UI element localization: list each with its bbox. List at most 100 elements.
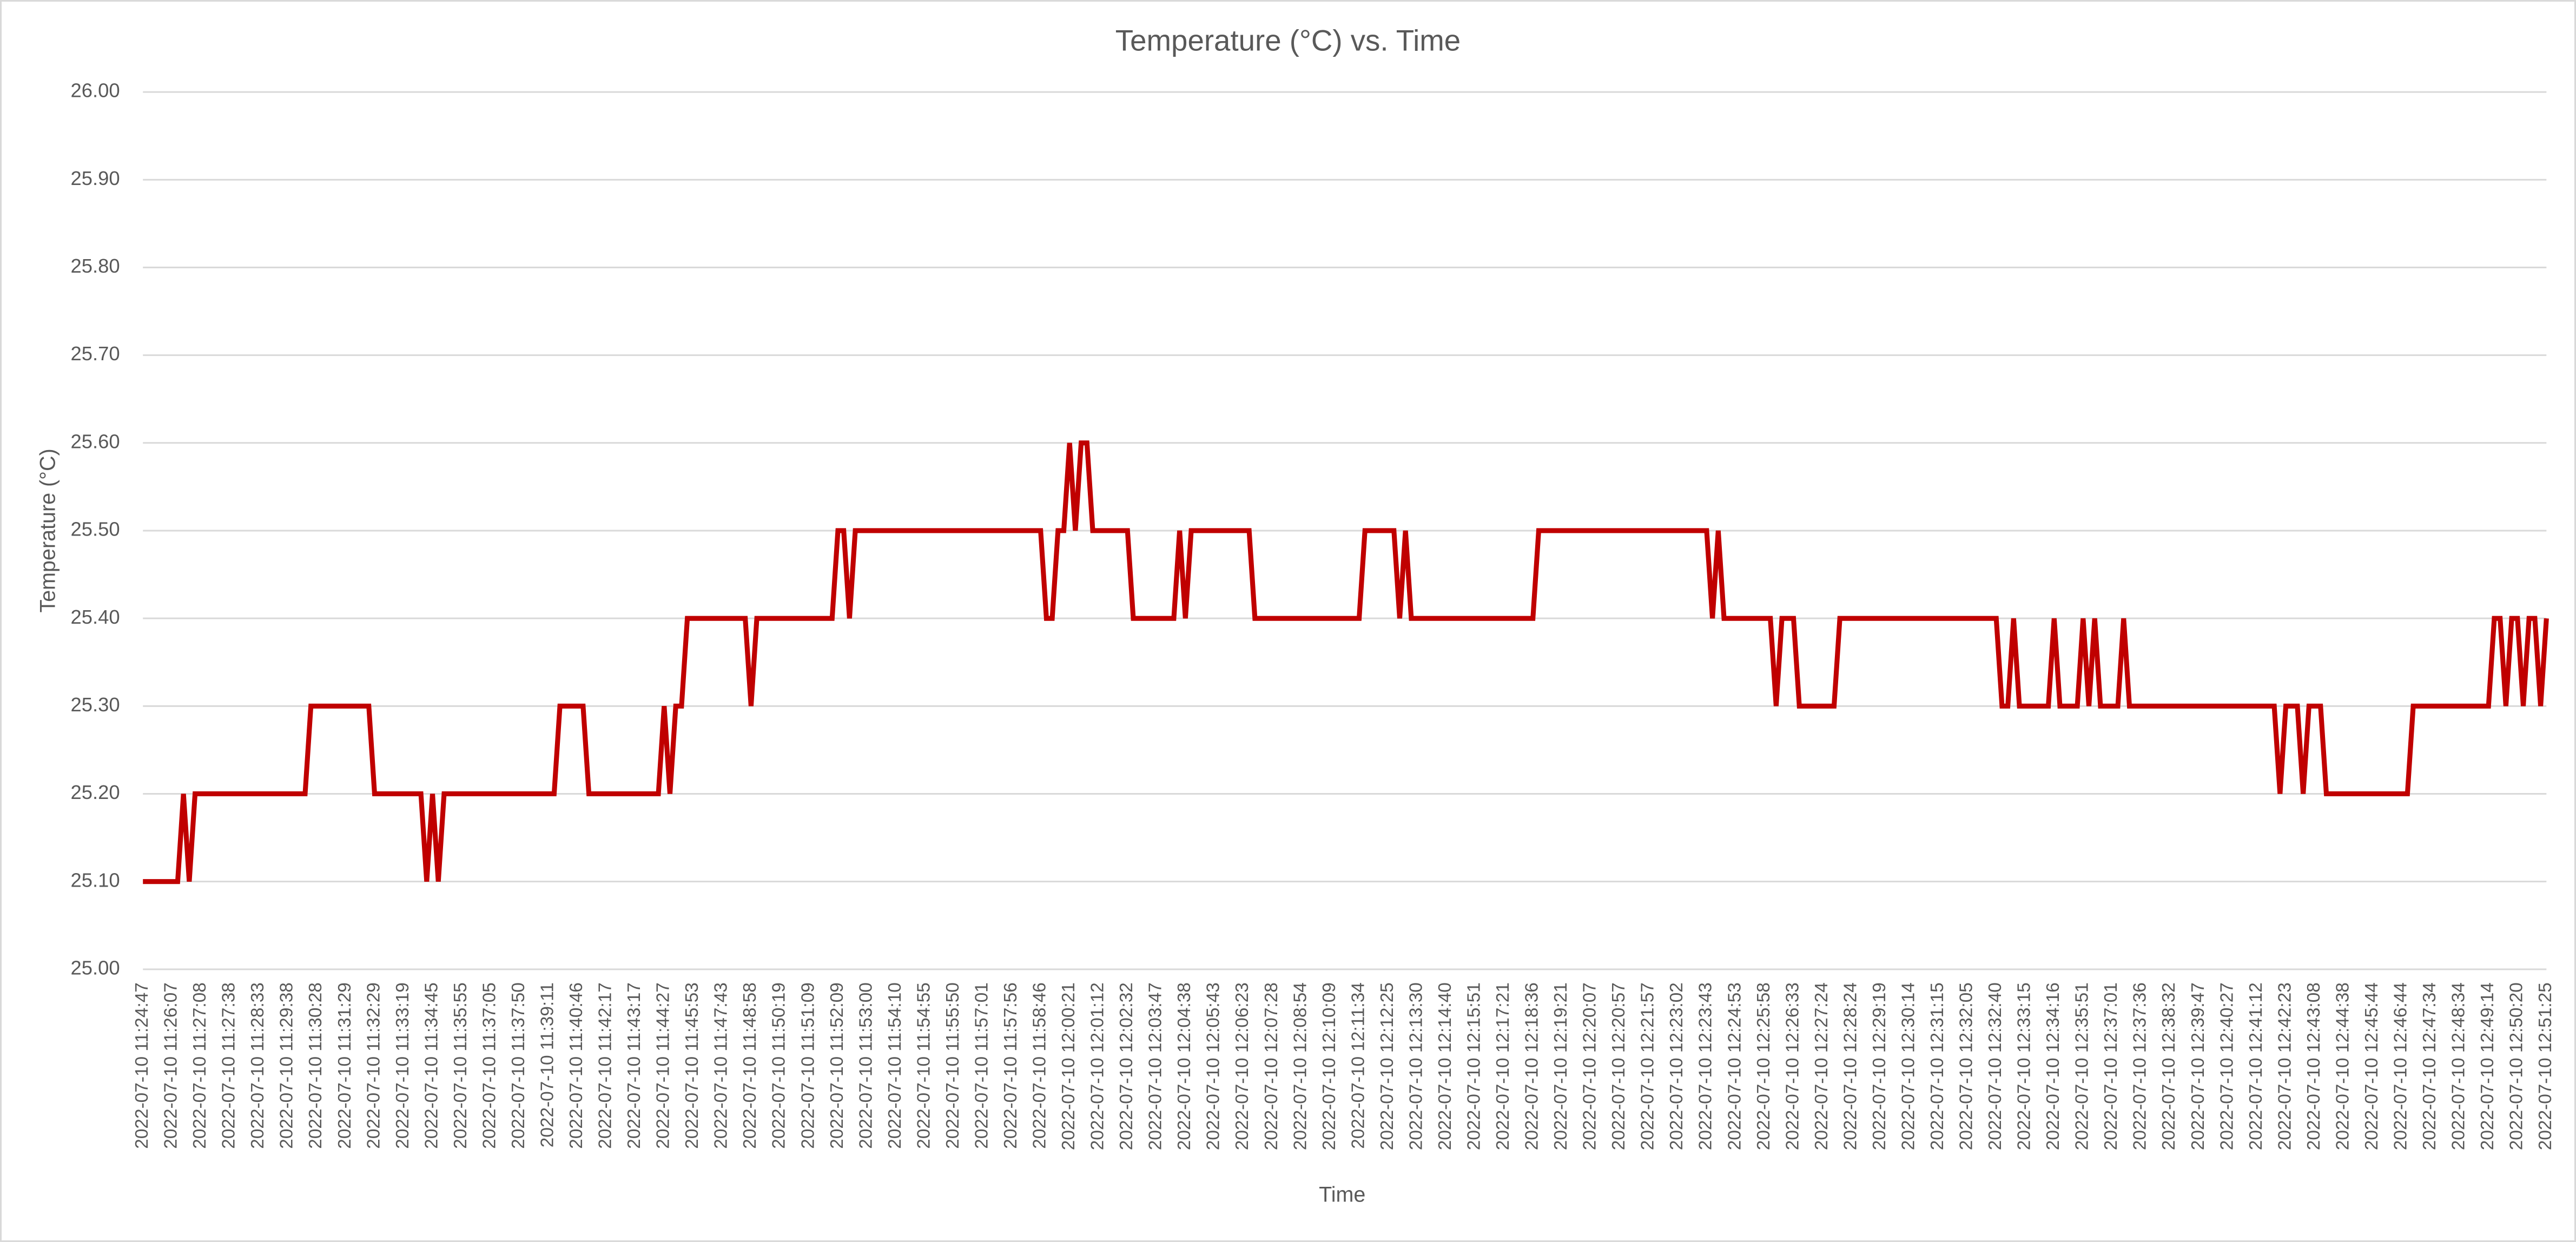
x-tick-label: 2022-07-10 12:03:47 (1146, 982, 1166, 1150)
x-tick-label: 2022-07-10 11:30:28 (306, 982, 326, 1149)
x-tick-label: 2022-07-10 11:44:27 (653, 982, 673, 1149)
x-tick-label: 2022-07-10 12:23:02 (1667, 982, 1687, 1150)
x-tick-label: 2022-07-10 12:27:24 (1812, 982, 1832, 1150)
x-tick-label: 2022-07-10 11:53:00 (856, 982, 876, 1149)
x-tick-label: 2022-07-10 11:32:29 (364, 982, 384, 1149)
x-axis-title: Time (1319, 1182, 1365, 1206)
x-tick-label: 2022-07-10 12:46:44 (2391, 982, 2411, 1150)
x-tick-label: 2022-07-10 11:54:55 (914, 982, 934, 1149)
x-tick-label: 2022-07-10 11:50:19 (769, 982, 789, 1149)
y-tick-label: 25.80 (71, 255, 120, 277)
x-tick-label: 2022-07-10 12:50:20 (2507, 982, 2527, 1150)
x-tick-label: 2022-07-10 11:40:46 (566, 982, 586, 1149)
x-tick-label: 2022-07-10 11:37:05 (479, 982, 499, 1149)
x-tick-label: 2022-07-10 11:58:46 (1030, 982, 1050, 1149)
x-tick-label: 2022-07-10 12:35:51 (2072, 982, 2092, 1150)
x-tick-label: 2022-07-10 11:37:50 (508, 982, 529, 1149)
x-tick-label: 2022-07-10 11:27:08 (190, 982, 210, 1149)
x-tick-label: 2022-07-10 11:27:38 (219, 982, 239, 1149)
x-tick-label: 2022-07-10 11:31:29 (335, 982, 355, 1149)
x-tick-label: 2022-07-10 12:38:32 (2159, 982, 2179, 1150)
y-tick-label: 25.40 (71, 606, 120, 628)
y-tick-label: 25.60 (71, 430, 120, 452)
x-tick-label: 2022-07-10 12:07:28 (1261, 982, 1282, 1150)
x-tick-label: 2022-07-10 12:23:43 (1696, 982, 1716, 1150)
x-tick-label: 2022-07-10 12:47:34 (2420, 982, 2440, 1150)
x-tick-label: 2022-07-10 11:28:33 (248, 982, 268, 1149)
x-tick-label: 2022-07-10 12:04:38 (1174, 982, 1194, 1150)
x-tick-label: 2022-07-10 12:28:24 (1840, 982, 1860, 1150)
x-tick-label: 2022-07-10 11:29:38 (277, 982, 297, 1149)
x-tick-label: 2022-07-10 12:10:09 (1319, 982, 1339, 1150)
y-tick-label: 25.90 (71, 167, 120, 189)
x-tick-label: 2022-07-10 12:11:34 (1348, 982, 1368, 1149)
x-tick-label: 2022-07-10 12:31:15 (1927, 982, 1947, 1150)
x-tick-label: 2022-07-10 12:20:57 (1609, 982, 1629, 1150)
x-tick-label: 2022-07-10 12:13:30 (1406, 982, 1426, 1150)
x-tick-label: 2022-07-10 11:43:17 (624, 982, 644, 1149)
x-tick-label: 2022-07-10 12:20:07 (1580, 982, 1600, 1150)
x-tick-label: 2022-07-10 12:14:40 (1435, 982, 1455, 1150)
x-tick-label: 2022-07-10 11:24:47 (132, 982, 152, 1149)
y-tick-label: 25.50 (71, 518, 120, 540)
x-tick-label: 2022-07-10 12:15:51 (1464, 982, 1484, 1150)
x-tick-label: 2022-07-10 12:48:34 (2449, 982, 2469, 1150)
x-tick-label: 2022-07-10 12:30:14 (1898, 982, 1918, 1150)
x-tick-label: 2022-07-10 12:41:12 (2246, 982, 2266, 1150)
y-tick-label: 26.00 (71, 80, 120, 102)
x-tick-label: 2022-07-10 11:57:01 (972, 982, 992, 1149)
x-tick-label: 2022-07-10 12:06:23 (1232, 982, 1252, 1150)
x-tick-label: 2022-07-10 12:42:23 (2275, 982, 2295, 1150)
x-tick-label: 2022-07-10 12:00:21 (1059, 982, 1079, 1150)
x-tick-label: 2022-07-10 12:44:38 (2333, 982, 2353, 1150)
x-tick-label: 2022-07-10 12:29:19 (1870, 982, 1890, 1150)
x-tick-label: 2022-07-10 12:02:32 (1117, 982, 1137, 1150)
x-tick-label: 2022-07-10 12:19:21 (1551, 982, 1571, 1150)
x-tick-label: 2022-07-10 12:25:58 (1754, 982, 1774, 1150)
x-tick-label: 2022-07-10 12:39:47 (2188, 982, 2208, 1150)
y-tick-label: 25.00 (71, 956, 120, 979)
data-line (143, 440, 2549, 884)
x-tick-label: 2022-07-10 12:45:44 (2362, 982, 2382, 1150)
x-tick-label: 2022-07-10 12:49:14 (2478, 982, 2498, 1150)
y-axis-title: Temperature (°C) (36, 448, 60, 612)
x-tick-label: 2022-07-10 12:37:36 (2130, 982, 2150, 1150)
x-tick-label: 2022-07-10 11:35:55 (451, 982, 471, 1149)
y-tick-label: 25.20 (71, 781, 120, 803)
x-tick-label: 2022-07-10 12:34:16 (2043, 982, 2063, 1150)
x-tick-label: 2022-07-10 12:32:40 (1985, 982, 2005, 1150)
x-tick-label: 2022-07-10 12:40:27 (2217, 982, 2237, 1150)
x-tick-label: 2022-07-10 11:55:50 (943, 982, 963, 1149)
x-tick-label: 2022-07-10 12:51:25 (2535, 982, 2555, 1150)
x-tick-label: 2022-07-10 11:39:11 (537, 982, 557, 1147)
y-tick-label: 25.70 (71, 342, 120, 365)
x-tick-label: 2022-07-10 11:47:43 (711, 982, 731, 1149)
x-tick-label: 2022-07-10 12:21:57 (1638, 982, 1658, 1150)
x-tick-label: 2022-07-10 11:54:10 (885, 982, 905, 1149)
y-tick-label: 25.30 (71, 693, 120, 716)
x-tick-label: 2022-07-10 12:01:12 (1088, 982, 1108, 1150)
x-tick-label: 2022-07-10 12:24:53 (1725, 982, 1745, 1150)
x-tick-label: 2022-07-10 11:48:58 (740, 982, 760, 1149)
x-tick-label: 2022-07-10 11:34:45 (421, 982, 441, 1149)
x-tick-label: 2022-07-10 11:42:17 (596, 982, 616, 1149)
x-tick-label: 2022-07-10 11:57:56 (1001, 982, 1021, 1149)
y-tick-label: 25.10 (71, 869, 120, 891)
x-tick-label: 2022-07-10 12:18:36 (1522, 982, 1542, 1150)
x-tick-label: 2022-07-10 12:33:15 (2014, 982, 2035, 1150)
x-tick-label: 2022-07-10 12:43:08 (2304, 982, 2324, 1150)
x-tick-label: 2022-07-10 12:05:43 (1204, 982, 1224, 1150)
x-tick-label: 2022-07-10 11:51:09 (798, 982, 818, 1149)
x-tick-label: 2022-07-10 11:33:19 (393, 982, 413, 1149)
x-tick-label: 2022-07-10 11:26:07 (161, 982, 181, 1149)
x-tick-label: 2022-07-10 11:52:09 (827, 982, 847, 1149)
x-tick-label: 2022-07-10 12:12:25 (1377, 982, 1397, 1150)
x-tick-label: 2022-07-10 11:45:53 (682, 982, 702, 1149)
x-tick-label: 2022-07-10 12:26:33 (1782, 982, 1802, 1150)
x-tick-label: 2022-07-10 12:08:54 (1290, 982, 1310, 1150)
x-tick-label: 2022-07-10 12:37:01 (2101, 982, 2121, 1150)
x-tick-label: 2022-07-10 12:32:05 (1957, 982, 1977, 1150)
